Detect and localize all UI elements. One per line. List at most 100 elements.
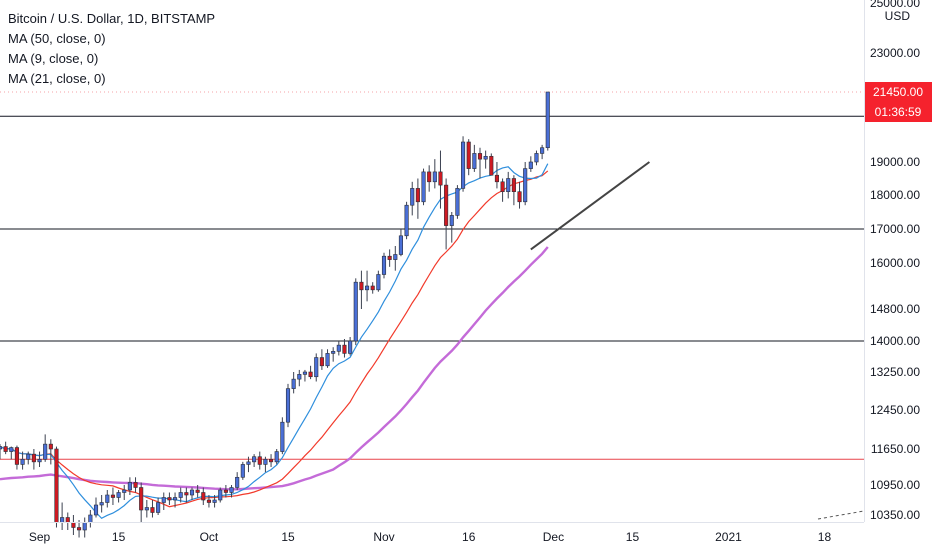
candle-body xyxy=(297,374,302,380)
x-tick-label: 16 xyxy=(462,530,476,544)
candle-body xyxy=(404,204,409,237)
candle-body xyxy=(432,171,437,183)
ma50-line xyxy=(0,246,549,491)
candle-body xyxy=(285,388,291,423)
y-tick-label: 13250.00 xyxy=(870,365,920,379)
candle-body xyxy=(291,378,296,389)
candle-body xyxy=(348,340,353,354)
y-tick-label: 12450.00 xyxy=(870,403,920,417)
legend-ma21[interactable]: MA (21, close, 0) xyxy=(8,71,106,86)
candle-body xyxy=(82,522,87,531)
candle-body xyxy=(48,443,53,450)
candle-body xyxy=(31,453,36,463)
price-tags: 21450.00 01:36:59 xyxy=(865,82,932,122)
candle-body xyxy=(280,421,285,452)
candle-body xyxy=(523,168,528,203)
candle-body xyxy=(302,371,307,375)
x-tick-label: 15 xyxy=(281,530,295,544)
candle-body xyxy=(336,344,341,352)
candle-body xyxy=(71,522,76,528)
candle-body xyxy=(427,171,432,183)
candle-body xyxy=(246,461,251,465)
legend: Bitcoin / U.S. Dollar, 1D, BITSTAMP MA (… xyxy=(8,9,215,89)
x-tick-label: 15 xyxy=(626,530,640,544)
candle-body xyxy=(156,502,161,513)
candle-body xyxy=(173,497,178,501)
candle-body xyxy=(252,456,257,463)
candle-body xyxy=(122,489,127,493)
candle-body xyxy=(54,448,59,523)
candle-body xyxy=(477,153,483,160)
y-tick-label: 11650.00 xyxy=(871,442,920,456)
candle-body xyxy=(235,476,240,488)
candle-body xyxy=(421,171,426,203)
candle-body xyxy=(223,489,228,493)
candle-body xyxy=(528,161,533,169)
candle-body xyxy=(77,527,82,531)
candle-body xyxy=(545,91,550,149)
legend-ma50[interactable]: MA (50, close, 0) xyxy=(8,31,106,46)
candle-body xyxy=(14,447,19,465)
candle-body xyxy=(167,497,172,501)
candle-body xyxy=(376,274,381,291)
candle-body xyxy=(314,357,319,378)
y-tick-label: 16000.00 xyxy=(870,256,920,270)
last-price-value: 21450.00 xyxy=(873,85,923,99)
x-tick-label: 2021 xyxy=(715,530,742,544)
candle-body xyxy=(381,255,387,275)
candle-body xyxy=(483,155,488,160)
candle-body xyxy=(494,174,499,183)
y-tick-label: 18000.00 xyxy=(870,188,920,202)
candle-body xyxy=(37,458,42,463)
candle-body xyxy=(370,285,375,291)
legend-title[interactable]: Bitcoin / U.S. Dollar, 1D, BITSTAMP xyxy=(8,11,216,26)
y-tick-label: 23000.00 xyxy=(870,46,920,60)
candle-body xyxy=(65,517,70,523)
candle-body xyxy=(359,281,364,291)
candle-body xyxy=(342,344,347,354)
candle-body xyxy=(461,141,466,189)
trendline-segment xyxy=(530,161,651,251)
candle-body xyxy=(472,153,477,169)
candle-body xyxy=(212,499,217,503)
candle-body xyxy=(144,507,149,511)
candle-body xyxy=(517,191,522,203)
candle-body xyxy=(540,147,545,154)
candle-body xyxy=(466,141,471,169)
candle-body xyxy=(365,285,370,291)
countdown-value: 01:36:59 xyxy=(875,105,922,119)
candle-body xyxy=(353,281,358,342)
x-tick-label: 18 xyxy=(818,530,832,544)
candle-body xyxy=(331,351,336,354)
candle-body xyxy=(444,184,449,226)
candle-body xyxy=(20,458,25,465)
candle-body xyxy=(229,487,234,493)
candle-body xyxy=(218,489,223,501)
candle-body xyxy=(150,507,155,513)
candle-body xyxy=(500,181,505,193)
candle-body xyxy=(133,482,138,488)
candle-body xyxy=(99,502,104,506)
y-tick-label: 14000.00 xyxy=(870,334,920,348)
horizontal-lines[interactable] xyxy=(0,91,864,460)
y-tick-label: 10950.00 xyxy=(870,478,920,492)
candle-body xyxy=(127,482,132,491)
candle-body xyxy=(449,215,454,226)
trendline[interactable] xyxy=(530,161,865,520)
ma21-line xyxy=(0,170,549,508)
candle-body xyxy=(116,492,121,498)
candle-body xyxy=(398,235,403,255)
candle-body xyxy=(269,458,274,463)
candle-body xyxy=(393,254,398,260)
candle-body xyxy=(0,446,3,450)
candle-body xyxy=(506,178,511,192)
x-tick-label: Dec xyxy=(543,530,564,544)
axes: 25000.00 23000.00 19000.00 18000.00 17000.00… xyxy=(0,0,920,544)
candle-body xyxy=(511,178,516,192)
x-tick-label: Sep xyxy=(29,530,51,544)
candle-body xyxy=(9,447,14,452)
legend-ma9[interactable]: MA (9, close, 0) xyxy=(8,51,99,66)
candle-body xyxy=(415,188,420,203)
